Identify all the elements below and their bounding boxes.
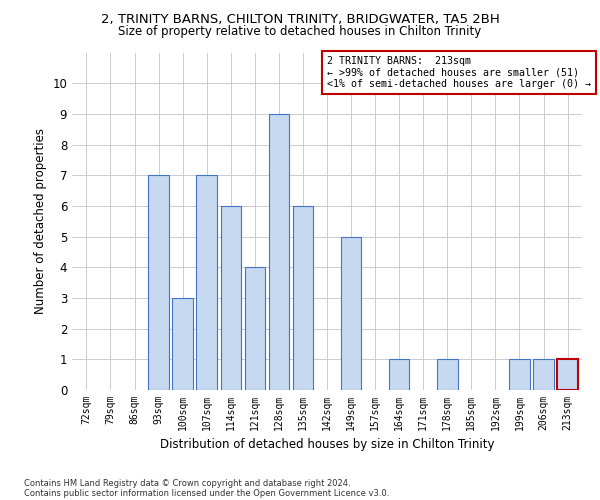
Bar — [533, 360, 554, 390]
Text: Contains HM Land Registry data © Crown copyright and database right 2024.: Contains HM Land Registry data © Crown c… — [24, 478, 350, 488]
Bar — [269, 114, 289, 390]
Bar — [437, 360, 458, 390]
Bar — [389, 360, 409, 390]
Text: Contains public sector information licensed under the Open Government Licence v3: Contains public sector information licen… — [24, 488, 389, 498]
Text: 2, TRINITY BARNS, CHILTON TRINITY, BRIDGWATER, TA5 2BH: 2, TRINITY BARNS, CHILTON TRINITY, BRIDG… — [101, 12, 499, 26]
Bar — [196, 175, 217, 390]
Y-axis label: Number of detached properties: Number of detached properties — [34, 128, 47, 314]
Bar — [172, 298, 193, 390]
X-axis label: Distribution of detached houses by size in Chilton Trinity: Distribution of detached houses by size … — [160, 438, 494, 452]
Text: 2 TRINITY BARNS:  213sqm
← >99% of detached houses are smaller (51)
<1% of semi-: 2 TRINITY BARNS: 213sqm ← >99% of detach… — [327, 56, 591, 89]
Bar — [221, 206, 241, 390]
Bar — [245, 268, 265, 390]
Bar — [509, 360, 530, 390]
Text: Size of property relative to detached houses in Chilton Trinity: Size of property relative to detached ho… — [118, 25, 482, 38]
Bar — [557, 360, 578, 390]
Bar — [293, 206, 313, 390]
Bar — [148, 175, 169, 390]
Bar — [341, 236, 361, 390]
